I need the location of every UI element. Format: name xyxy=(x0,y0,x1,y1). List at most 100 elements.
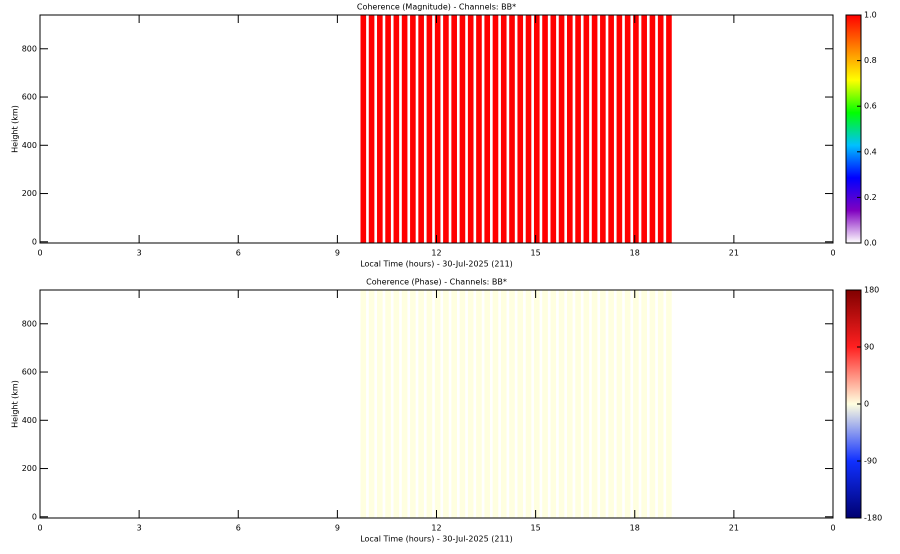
stripe xyxy=(616,15,623,243)
stripe xyxy=(467,15,474,243)
colorbar-tick-label: 0.8 xyxy=(864,56,877,65)
x-tick-label: 0 xyxy=(830,524,835,533)
stripe xyxy=(434,15,441,243)
y-tick-label: 400 xyxy=(22,416,37,425)
stripe xyxy=(410,290,416,518)
stripe xyxy=(368,290,375,518)
stripe xyxy=(558,290,565,518)
y-tick-label: 800 xyxy=(22,44,37,53)
chart-title: Coherence (Magnitude) - Channels: BB* xyxy=(357,3,516,12)
chart-title: Coherence (Phase) - Channels: BB* xyxy=(366,278,507,287)
x-tick-label: 15 xyxy=(531,524,541,533)
y-tick-label: 200 xyxy=(22,189,37,198)
stripe xyxy=(500,290,507,518)
stripe xyxy=(443,290,449,518)
stripe xyxy=(624,290,631,518)
colorbar xyxy=(845,14,862,244)
stripe xyxy=(418,15,424,243)
stripe xyxy=(567,290,573,518)
stripe xyxy=(533,15,540,243)
colorbar-tick-label: 0.0 xyxy=(864,239,877,248)
stripe xyxy=(451,15,457,243)
stripe xyxy=(509,15,515,243)
y-axis-label: Height (km) xyxy=(11,380,20,428)
stripe xyxy=(451,290,457,518)
stripe xyxy=(641,15,647,243)
y-tick-label: 0 xyxy=(32,237,37,246)
y-tick-label: 400 xyxy=(22,141,37,150)
stripe xyxy=(666,15,672,243)
stripe xyxy=(657,290,664,518)
stripe xyxy=(385,15,391,243)
stripe xyxy=(509,290,515,518)
x-axis-label: Local Time (hours) - 30-Jul-2025 (211) xyxy=(360,260,513,269)
colorbar-tick-label: 90 xyxy=(864,343,874,352)
x-tick-label: 21 xyxy=(729,524,739,533)
x-tick-label: 0 xyxy=(830,249,835,258)
stripe xyxy=(558,15,565,243)
stripe xyxy=(360,15,367,243)
x-tick-label: 12 xyxy=(431,249,441,258)
stripe xyxy=(377,290,383,518)
stripe xyxy=(476,290,482,518)
stripe xyxy=(377,15,383,243)
stripe xyxy=(583,290,590,518)
stripe xyxy=(525,290,532,518)
stripe xyxy=(360,290,367,518)
stripe xyxy=(575,15,581,243)
stripe xyxy=(401,15,408,243)
stripe xyxy=(418,290,424,518)
stripe xyxy=(434,290,441,518)
stripe xyxy=(393,15,400,243)
stripe xyxy=(385,290,391,518)
stripe xyxy=(459,15,466,243)
stripe xyxy=(517,15,524,243)
stripe xyxy=(575,290,581,518)
stripe xyxy=(550,15,557,243)
y-tick-label: 600 xyxy=(22,368,37,377)
colorbar-tick-label: 1.0 xyxy=(864,11,877,20)
stripe xyxy=(600,15,606,243)
stripe xyxy=(591,15,598,243)
stripe xyxy=(484,290,491,518)
stripe xyxy=(368,15,375,243)
colorbar-tick-label: 0.4 xyxy=(864,147,877,156)
x-tick-label: 0 xyxy=(37,249,42,258)
x-tick-label: 6 xyxy=(236,249,241,258)
x-tick-label: 15 xyxy=(531,249,541,258)
x-tick-label: 0 xyxy=(37,524,42,533)
x-tick-label: 9 xyxy=(335,249,340,258)
stripe xyxy=(649,15,656,243)
stripe xyxy=(583,15,590,243)
colorbar-tick-label: -90 xyxy=(864,457,877,466)
y-tick-label: 600 xyxy=(22,93,37,102)
x-tick-label: 3 xyxy=(137,249,142,258)
colorbar-tick-label: 0.6 xyxy=(864,102,877,111)
colorbar-tick-label: 0 xyxy=(864,400,869,409)
stripe xyxy=(517,290,524,518)
stripe xyxy=(550,290,557,518)
stripe xyxy=(401,290,408,518)
stripe xyxy=(633,15,639,243)
stripe xyxy=(608,15,614,243)
stripe xyxy=(657,15,664,243)
colorbar-tick-label: 180 xyxy=(864,286,879,295)
stripe xyxy=(608,290,614,518)
y-tick-label: 0 xyxy=(32,512,37,521)
stripe xyxy=(484,15,491,243)
stripe xyxy=(426,15,433,243)
x-tick-label: 12 xyxy=(431,524,441,533)
stripe xyxy=(567,15,573,243)
colorbar-tick-label: -180 xyxy=(864,514,882,523)
y-axis-label: Height (km) xyxy=(11,105,20,153)
y-tick-label: 800 xyxy=(22,319,37,328)
stripe xyxy=(641,290,647,518)
stripe xyxy=(443,15,449,243)
stripe xyxy=(492,15,499,243)
stripe xyxy=(666,290,672,518)
colorbar-tick-label: 0.2 xyxy=(864,193,877,202)
stripe xyxy=(500,15,507,243)
stripe xyxy=(616,290,623,518)
stripe xyxy=(542,290,548,518)
